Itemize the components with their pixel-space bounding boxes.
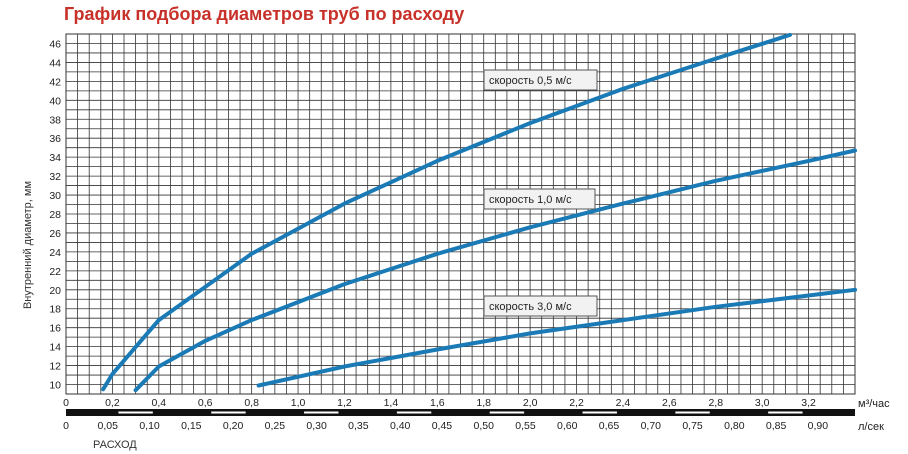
x-tick-label-secondary: 0,70 bbox=[641, 420, 662, 432]
series-label-box: скорость 3,0 м/с bbox=[483, 295, 598, 317]
series-label-box: скорость 0,5 м/с bbox=[483, 69, 598, 91]
series-line-1 bbox=[101, 32, 792, 392]
series-label-background bbox=[483, 69, 598, 91]
y-axis-label: Внутренний диаметр, мм bbox=[22, 181, 34, 309]
x-tick-label-secondary: 0,50 bbox=[473, 420, 494, 432]
x-axis: 0 0,2 0,4 0,6 0,8 1,0 1,2 1,4 1,6 1,8 2,0 2,2 2,4 2,6… bbox=[63, 397, 855, 432]
x-tick-label-primary: 1,0 bbox=[291, 397, 306, 409]
y-tick-label: 46 bbox=[49, 38, 61, 50]
series-label-background bbox=[483, 295, 598, 317]
x-tick-label-secondary: 0,15 bbox=[181, 420, 202, 432]
x-tick-label-primary: 1,2 bbox=[337, 397, 352, 409]
x-tick-label-secondary: 0,40 bbox=[390, 420, 411, 432]
x-tick-label-primary: 2,2 bbox=[569, 397, 584, 409]
y-tick-label: 38 bbox=[49, 114, 61, 126]
y-tick-label: 42 bbox=[49, 76, 61, 88]
x-tick-label-primary: 2,0 bbox=[523, 397, 538, 409]
x-tick-label-primary: 3,2 bbox=[801, 397, 816, 409]
x-tick-label-primary: 0,4 bbox=[152, 397, 167, 409]
x-unit-secondary: л/сек bbox=[858, 421, 884, 433]
x-tick-label-secondary: 0,30 bbox=[306, 420, 327, 432]
series-line-3 bbox=[256, 287, 857, 388]
y-tick-label: 32 bbox=[49, 171, 61, 183]
y-tick-label: 12 bbox=[49, 361, 61, 373]
x-tick-label-primary: 1,6 bbox=[430, 397, 445, 409]
y-tick-label: 28 bbox=[49, 209, 61, 221]
x-tick-label-secondary: 0,65 bbox=[599, 420, 620, 432]
grid bbox=[65, 33, 856, 395]
y-tick-label: 20 bbox=[49, 285, 61, 297]
y-tick-label: 14 bbox=[49, 342, 61, 354]
y-tick-label: 34 bbox=[49, 152, 61, 164]
x-tick-label-primary: 3,0 bbox=[755, 397, 770, 409]
series-label-background bbox=[483, 188, 596, 210]
x-tick-label-secondary: 0,25 bbox=[265, 420, 286, 432]
x-tick-label-secondary: 0,35 bbox=[348, 420, 369, 432]
x-tick-label-primary: 0 bbox=[63, 397, 69, 409]
x-tick-label-primary: 0,6 bbox=[198, 397, 213, 409]
series-label-box: скорость 1,0 м/с bbox=[483, 188, 596, 210]
page-title: График подбора диаметров труб по расходу bbox=[64, 4, 465, 24]
x-scale-bar bbox=[66, 409, 855, 416]
x-tick-label-secondary: 0,10 bbox=[139, 420, 160, 432]
y-tick-label: 44 bbox=[49, 57, 61, 69]
y-tick-label: 40 bbox=[49, 95, 61, 107]
series-label: скорость 3,0 м/с bbox=[489, 301, 572, 313]
y-tick-label: 30 bbox=[49, 190, 61, 202]
y-tick-label: 36 bbox=[49, 133, 61, 145]
x-tick-label-secondary: 0 bbox=[63, 420, 69, 432]
x-tick-label-primary: 2,8 bbox=[708, 397, 723, 409]
y-tick-label: 18 bbox=[49, 304, 61, 316]
x-tick-label-primary: 1,8 bbox=[476, 397, 491, 409]
y-tick-label: 10 bbox=[49, 380, 61, 392]
x-tick-label-secondary: 0,20 bbox=[223, 420, 244, 432]
y-tick-label: 16 bbox=[49, 323, 61, 335]
x-tick-label-secondary: 0,75 bbox=[682, 420, 703, 432]
x-tick-label-secondary: 0,80 bbox=[724, 420, 745, 432]
x-tick-label-secondary: 0,60 bbox=[557, 420, 578, 432]
x-tick-label-secondary: 0,45 bbox=[432, 420, 453, 432]
y-tick-label: 22 bbox=[49, 266, 61, 278]
x-tick-label-secondary: 0,55 bbox=[515, 420, 536, 432]
x-tick-label-secondary: 0,05 bbox=[98, 420, 119, 432]
series-curves bbox=[101, 32, 857, 393]
series-label: скорость 0,5 м/с bbox=[489, 75, 572, 87]
y-tick-label: 24 bbox=[49, 247, 61, 259]
x-tick-label-primary: 0,8 bbox=[244, 397, 259, 409]
y-tick-label: 26 bbox=[49, 228, 61, 240]
series-line-2 bbox=[133, 148, 857, 393]
x-unit-primary: м³/час bbox=[858, 398, 890, 410]
x-axis-label: РАСХОД bbox=[93, 439, 137, 451]
x-tick-label-primary: 0,2 bbox=[105, 397, 120, 409]
y-axis: 10 12 14 16 18 20 22 24 26 28 30 32 34 36 38 40 42 44 46 bbox=[49, 38, 61, 391]
x-tick-label-secondary: 0,85 bbox=[766, 420, 787, 432]
x-tick-label-primary: 1,4 bbox=[384, 397, 399, 409]
series-label: скорость 1,0 м/с bbox=[489, 194, 572, 206]
curve-annotations: скорость 0,5 м/с скорость 1,0 м/с скорость… bbox=[483, 69, 598, 317]
x-tick-label-primary: 2,6 bbox=[662, 397, 677, 409]
x-tick-label-secondary: 0,90 bbox=[808, 420, 829, 432]
x-tick-label-primary: 2,4 bbox=[616, 397, 631, 409]
